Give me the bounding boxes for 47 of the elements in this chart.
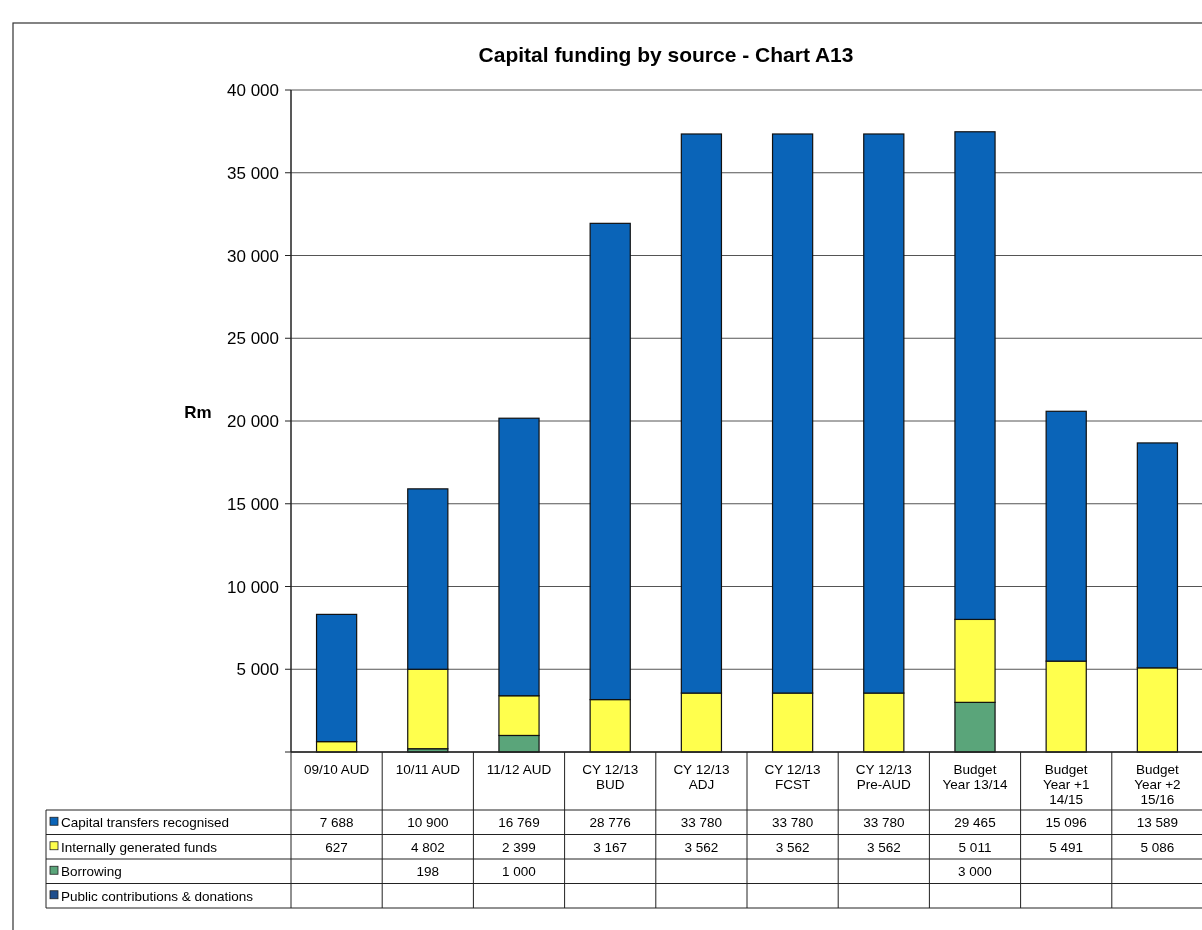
data-label: 33 780 (863, 815, 905, 831)
data-label: 15 096 (1045, 815, 1087, 831)
data-label: 4 802 (410, 839, 445, 855)
data-label: 3 000 (958, 864, 992, 880)
y-tick-label: 35 000 (227, 163, 279, 183)
data-label: 5 491 (1049, 839, 1084, 855)
chart-title: Capital funding by source - Chart A13 (478, 43, 854, 66)
data-label: 5 086 (1140, 839, 1175, 855)
data-label: 7 688 (319, 815, 354, 831)
data-label: 33 780 (680, 815, 723, 831)
x-tick-label: Budget Year +2 15/16 (1134, 762, 1181, 807)
x-tick-label: CY 12/13 FCST (764, 762, 821, 792)
y-tick-label: 25 000 (227, 329, 279, 349)
y-tick-label: 15 000 (227, 494, 279, 514)
legend-label: Public contributions & donations (61, 888, 254, 904)
x-tick-label: Budget Year +1 14/15 (1042, 762, 1090, 807)
y-tick-label: 20 000 (227, 412, 279, 431)
legend-label: Borrowing (61, 864, 122, 880)
x-tick-label: CY 12/13 BUD (582, 762, 639, 792)
data-label: 198 (416, 864, 440, 880)
y-tick-label: 10 000 (227, 577, 279, 597)
x-tick-label: Budget Year 13/14 (942, 762, 1008, 792)
data-label: 10 900 (407, 815, 449, 831)
y-axis-title: Rm (184, 403, 212, 422)
x-tick-label: 11/12 AUD (486, 762, 552, 777)
data-label: 3 562 (775, 839, 810, 855)
data-label: 33 780 (771, 815, 814, 831)
legend-label: Capital transfers recognised (61, 815, 230, 831)
legend-label: Internally generated funds (61, 839, 218, 855)
y-tick-label: 5 000 (236, 660, 279, 680)
data-label: 16 769 (498, 815, 540, 831)
data-label: 1 000 (502, 864, 536, 880)
x-tick-label: 10/11 AUD (395, 762, 461, 777)
data-label: 2 399 (502, 839, 536, 855)
data-label: 28 776 (589, 815, 631, 831)
data-label: 3 167 (593, 839, 628, 855)
data-label: 3 562 (684, 839, 719, 855)
x-tick-label: CY 12/13 ADJ (673, 762, 730, 792)
x-tick-label: CY 12/13 Pre-AUD (855, 762, 912, 792)
data-label: 3 562 (866, 839, 901, 855)
data-label: 5 011 (958, 839, 992, 855)
data-label: 29 465 (954, 815, 996, 831)
y-tick-label: 40 000 (227, 81, 279, 100)
data-label: 13 589 (1136, 815, 1179, 831)
x-tick-label: 09/10 AUD (303, 762, 370, 777)
y-tick-label: 30 000 (227, 246, 279, 266)
data-label: 627 (325, 839, 348, 855)
